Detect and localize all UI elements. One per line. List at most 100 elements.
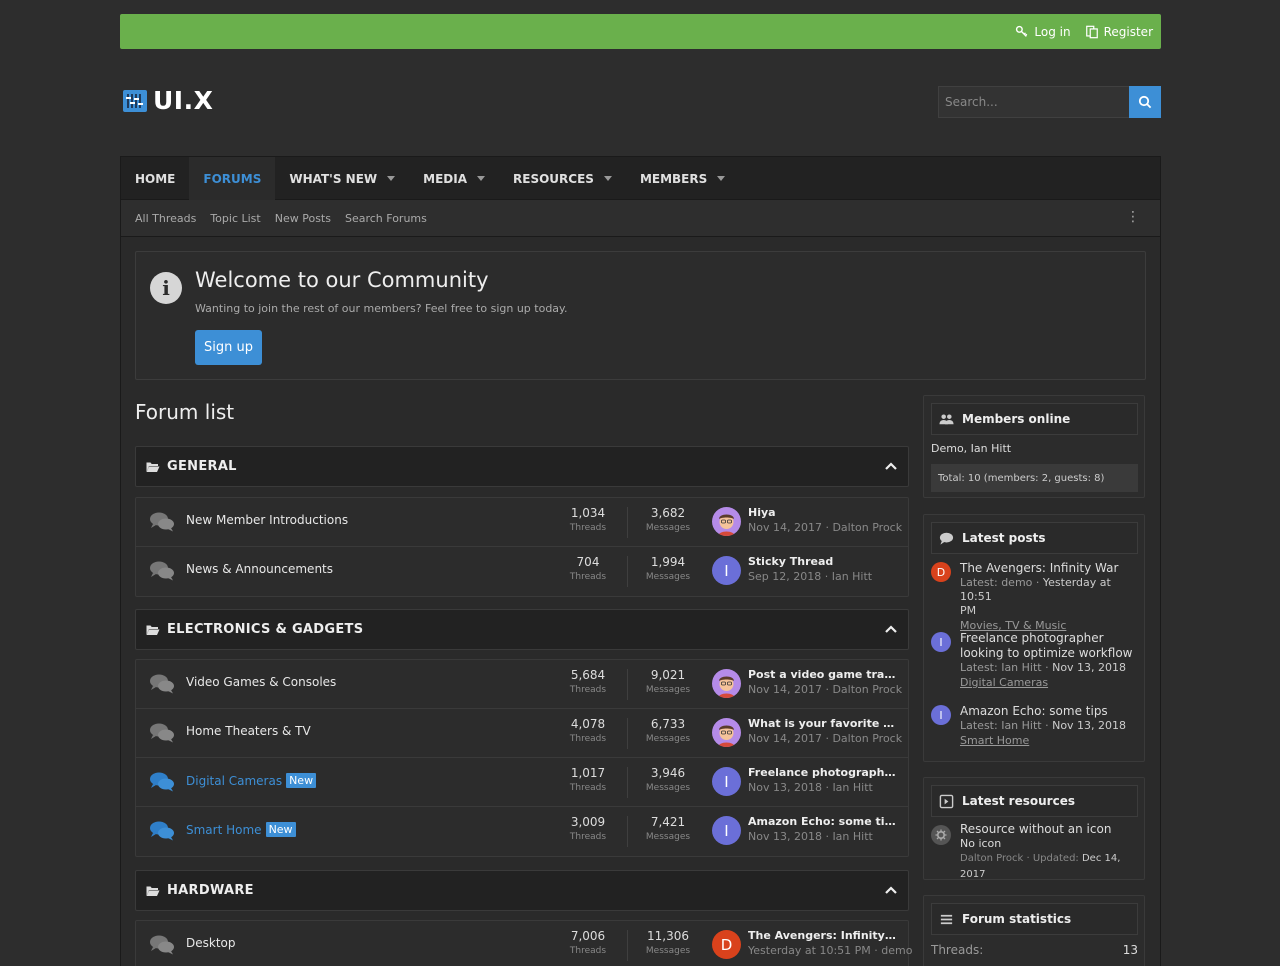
avatar[interactable]: I [712,556,741,585]
resource-item[interactable]: Resource without an icon No icon Dalton … [960,822,1144,883]
online-members-list[interactable]: Demo, Ian Hitt [931,442,1012,455]
messages-stat: 3,682 Messages [628,506,708,533]
chat-bubbles-icon [150,723,174,743]
block-header[interactable]: Latest resources [931,785,1138,817]
nav-resources[interactable]: RESOURCES [499,157,626,200]
last-post-title[interactable]: Hiya [748,506,776,519]
forum-row[interactable]: Desktop 7,006 Threads 11,306 Messages D Th… [136,921,912,966]
subnav-new-posts[interactable]: New Posts [274,211,331,225]
last-post-meta: Nov 13, 2018 · Ian Hitt [748,781,873,794]
last-post-title[interactable]: Amazon Echo: some tips [748,815,898,828]
latest-post-forum-link[interactable]: Movies, TV & Music [960,619,1067,632]
nav-whats-new[interactable]: WHAT'S NEW [275,157,409,200]
forum-title[interactable]: Home Theaters & TV [186,724,311,738]
chevron-down-icon[interactable] [603,176,612,181]
block-header[interactable]: Members online [931,403,1138,435]
subnav-topic-list[interactable]: Topic List [210,211,261,225]
main-nav: HOME FORUMS WHAT'S NEW MEDIA RESOURCES M… [120,156,1161,200]
latest-post-forum-link[interactable]: Digital Cameras [960,676,1049,689]
latest-post-title[interactable]: Amazon Echo: some tips [960,704,1108,718]
chevron-down-icon[interactable] [477,176,486,181]
avatar[interactable]: I [931,632,951,652]
avatar[interactable] [712,718,741,747]
chevron-up-icon[interactable] [884,883,898,897]
forum-title[interactable]: Desktop [186,936,236,950]
notice-text: Wanting to join the rest of our members?… [195,302,568,315]
nav-home[interactable]: HOME [121,157,189,200]
avatar[interactable] [712,669,741,698]
latest-post-title[interactable]: Freelance photographer looking to optimi… [960,631,1133,660]
meta-prefix: Latest: Ian Hitt · [960,661,1053,674]
last-post-title[interactable]: Sticky Thread [748,555,834,568]
last-post-title[interactable]: Freelance photographer lo... [748,766,898,779]
search-input[interactable] [938,86,1129,118]
avatar[interactable]: D [712,930,741,959]
forum-row[interactable]: Smart Home New 3,009 Threads 7,421 Messages… [136,807,908,856]
search-button[interactable] [1129,86,1161,118]
forum-row[interactable]: Digital Cameras New 1,017 Threads 3,946 Mes… [136,758,908,807]
nav-forums[interactable]: FORUMS [189,157,276,200]
forum-row[interactable]: Video Games & Consoles 5,684 Threads 9,02… [136,660,908,709]
members-online-block: Members online Demo, Ian Hitt Total: 10 … [923,395,1145,498]
forum-name: New Member Introductions [186,513,349,527]
latest-post-item[interactable]: I Freelance photographer looking to opti… [931,631,1141,690]
latest-post-item[interactable]: I Amazon Echo: some tips Latest: Ian Hit… [931,704,1141,748]
more-options-icon[interactable]: ⋮ [1126,209,1140,225]
register-icon [1085,25,1098,38]
folder-open-icon [146,462,160,472]
avatar[interactable]: I [931,705,951,725]
forum-title[interactable]: Smart Home New [186,822,296,837]
category-header-electronics[interactable]: ELECTRONICS & GADGETS [135,609,909,650]
login-link[interactable]: Log in [1015,25,1071,39]
forum-row[interactable]: New Member Introductions 1,034 Threads 3,… [136,498,908,547]
avatar[interactable]: I [712,816,741,845]
forum-group-electronics: Video Games & Consoles 5,684 Threads 9,02… [135,659,909,857]
latest-post-meta: Latest: Ian Hitt · Nov 13, 2018 [960,719,1141,733]
register-link[interactable]: Register [1085,25,1153,39]
latest-post-forum-link[interactable]: Smart Home [960,734,1030,747]
site-logo[interactable]: UI.X [123,86,213,115]
forum-title[interactable]: New Member Introductions [186,513,348,527]
resource-title[interactable]: Resource without an icon [960,822,1112,836]
last-post-title[interactable]: Post a video game trailer [748,668,898,681]
forum-row[interactable]: Home Theaters & TV 4,078 Threads 6,733 Mes… [136,709,908,758]
latest-post-item[interactable]: D The Avengers: Infinity War Latest: dem… [931,561,1141,633]
nav-media[interactable]: MEDIA [409,157,499,200]
resource-meta-prefix: Dalton Prock · Updated: [960,853,1082,864]
threads-count: 704 [576,555,600,569]
forum-title[interactable]: Video Games & Consoles [186,675,336,689]
avatar[interactable] [712,507,741,536]
block-title: Latest posts [962,531,1046,545]
chat-bubbles-unread-icon [150,821,174,841]
block-header[interactable]: Forum statistics [931,903,1138,935]
last-post-meta: Nov 13, 2018 · Ian Hitt [748,830,873,843]
avatar[interactable]: D [931,562,951,582]
last-post-title[interactable]: What is your favorite TV? [748,717,898,730]
last-post-title[interactable]: The Avengers: Infinity War [748,929,898,942]
messages-label: Messages [645,523,691,533]
chevron-down-icon[interactable] [387,176,396,181]
stat-value: 13 [1122,943,1138,957]
chevron-up-icon[interactable] [884,622,898,636]
subnav-all-threads[interactable]: All Threads [135,211,197,225]
threads-stat: 1,017 Threads [548,766,628,793]
category-header-general[interactable]: GENERAL [135,446,909,487]
meta-time: Yesterday at 10:51 [960,576,1111,603]
chevron-up-icon[interactable] [884,459,898,473]
subnav-search-forums[interactable]: Search Forums [344,211,427,225]
chat-bubbles-icon [150,561,174,581]
messages-count: 3,682 [650,506,686,520]
last-post-meta: Nov 14, 2017 · Dalton Prock [748,683,903,696]
forum-title[interactable]: News & Announcements [186,562,333,576]
category-header-hardware[interactable]: HARDWARE [135,870,909,911]
latest-post-title[interactable]: The Avengers: Infinity War [960,561,1119,575]
block-header[interactable]: Latest posts [931,522,1138,554]
avatar[interactable]: I [712,767,741,796]
meta-prefix: Latest: demo · [960,576,1043,589]
chevron-down-icon[interactable] [717,176,726,181]
forum-title[interactable]: Digital Cameras New [186,773,317,788]
meta-time: Nov 13, 2018 [1052,719,1127,732]
signup-button[interactable]: Sign up [195,330,262,365]
nav-members[interactable]: MEMBERS [626,157,739,200]
forum-row[interactable]: News & Announcements 704 Threads 1,994 Mes… [136,547,908,596]
